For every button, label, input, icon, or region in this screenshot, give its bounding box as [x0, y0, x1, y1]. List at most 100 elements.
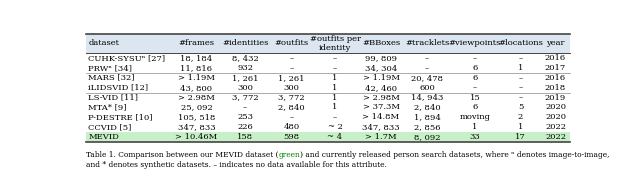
- Text: MARS [32]: MARS [32]: [88, 74, 135, 82]
- Text: 18, 184: 18, 184: [180, 54, 212, 62]
- Text: –: –: [473, 84, 477, 92]
- Text: –: –: [333, 64, 337, 72]
- Text: > 2.98M: > 2.98M: [178, 94, 215, 102]
- Text: 480: 480: [284, 123, 300, 131]
- Text: 1, 894: 1, 894: [413, 113, 440, 121]
- Text: –: –: [243, 103, 247, 111]
- Text: –: –: [518, 84, 523, 92]
- Text: 33: 33: [470, 133, 481, 141]
- Text: > 1.7M: > 1.7M: [365, 133, 397, 141]
- Text: 14, 943: 14, 943: [411, 94, 444, 102]
- Text: 34, 304: 34, 304: [365, 64, 397, 72]
- Text: MEVID: MEVID: [88, 133, 119, 141]
- Text: 6: 6: [472, 103, 477, 111]
- Text: MTA* [9]: MTA* [9]: [88, 103, 127, 111]
- Bar: [86, 132, 570, 142]
- Text: 20, 478: 20, 478: [411, 74, 443, 82]
- Text: CCVID [5]: CCVID [5]: [88, 123, 132, 131]
- Text: > 10.46M: > 10.46M: [175, 133, 218, 141]
- Text: dataset: dataset: [88, 39, 120, 47]
- Text: #tracklets: #tracklets: [405, 39, 449, 47]
- Text: PRWⁿ [34]: PRWⁿ [34]: [88, 64, 132, 72]
- Text: 2022: 2022: [545, 123, 566, 131]
- Text: 3, 772: 3, 772: [278, 94, 305, 102]
- Text: –: –: [333, 113, 337, 121]
- Text: > 14.8M: > 14.8M: [362, 113, 399, 121]
- Text: > 1.19M: > 1.19M: [178, 74, 215, 82]
- Text: 300: 300: [284, 84, 300, 92]
- Text: 226: 226: [237, 123, 253, 131]
- Text: 1: 1: [518, 123, 524, 131]
- Text: 2, 856: 2, 856: [414, 123, 440, 131]
- Text: –: –: [473, 54, 477, 62]
- Text: 25, 092: 25, 092: [180, 103, 212, 111]
- Text: LS-VID [11]: LS-VID [11]: [88, 94, 138, 102]
- Text: –: –: [518, 74, 523, 82]
- Text: P-DESTRE [10]: P-DESTRE [10]: [88, 113, 153, 121]
- Text: 8, 432: 8, 432: [232, 54, 259, 62]
- Text: 6: 6: [472, 64, 477, 72]
- Text: 11, 816: 11, 816: [180, 64, 212, 72]
- Text: 932: 932: [237, 64, 253, 72]
- Text: 1: 1: [332, 74, 338, 82]
- Text: 1: 1: [332, 84, 338, 92]
- Text: 2016: 2016: [545, 74, 566, 82]
- Text: 8, 092: 8, 092: [414, 133, 440, 141]
- Text: 99, 809: 99, 809: [365, 54, 397, 62]
- Text: year: year: [547, 39, 564, 47]
- Text: –: –: [425, 54, 429, 62]
- Text: 1: 1: [472, 123, 477, 131]
- Text: 2020: 2020: [545, 103, 566, 111]
- Text: 2017: 2017: [545, 64, 566, 72]
- Text: 347, 833: 347, 833: [178, 123, 215, 131]
- Text: #outfits per
identity: #outfits per identity: [310, 35, 360, 52]
- Text: 158: 158: [237, 133, 253, 141]
- Text: 1, 261: 1, 261: [232, 74, 259, 82]
- Text: and * denotes synthetic datasets. – indicates no data available for this attribu: and * denotes synthetic datasets. – indi…: [86, 161, 387, 169]
- Text: 598: 598: [284, 133, 300, 141]
- Text: > 37.3M: > 37.3M: [362, 103, 399, 111]
- Text: #locations: #locations: [498, 39, 543, 47]
- Text: CUHK-SYSUⁿ [27]: CUHK-SYSUⁿ [27]: [88, 54, 166, 62]
- Text: > 1.19M: > 1.19M: [362, 74, 399, 82]
- Text: green: green: [278, 151, 300, 159]
- Text: 2: 2: [518, 113, 523, 121]
- Text: –: –: [289, 113, 294, 121]
- Text: 347, 833: 347, 833: [362, 123, 400, 131]
- Text: 2018: 2018: [545, 84, 566, 92]
- Text: 1: 1: [518, 64, 524, 72]
- Text: –: –: [518, 54, 523, 62]
- Text: 15: 15: [470, 94, 481, 102]
- Text: 6: 6: [472, 74, 477, 82]
- Text: 42, 460: 42, 460: [365, 84, 397, 92]
- Text: 1, 261: 1, 261: [278, 74, 305, 82]
- Text: 2016: 2016: [545, 54, 566, 62]
- Text: 2, 840: 2, 840: [413, 103, 440, 111]
- Text: 2020: 2020: [545, 113, 566, 121]
- Text: –: –: [289, 54, 294, 62]
- Text: ~ 4: ~ 4: [328, 133, 342, 141]
- Text: #identities: #identities: [222, 39, 268, 47]
- Text: #BBoxes: #BBoxes: [362, 39, 400, 47]
- Text: 300: 300: [237, 84, 253, 92]
- Text: Table 1. Comparison between our MEVID dataset (: Table 1. Comparison between our MEVID da…: [86, 151, 278, 159]
- Text: –: –: [289, 64, 294, 72]
- Text: moving: moving: [460, 113, 490, 121]
- Text: 1: 1: [332, 103, 338, 111]
- Text: 3, 772: 3, 772: [232, 94, 259, 102]
- Text: #frames: #frames: [179, 39, 214, 47]
- Text: 105, 518: 105, 518: [178, 113, 215, 121]
- Text: 5: 5: [518, 103, 524, 111]
- Text: 253: 253: [237, 113, 253, 121]
- Text: –: –: [518, 94, 523, 102]
- Text: 17: 17: [515, 133, 526, 141]
- Text: ~ 2: ~ 2: [328, 123, 342, 131]
- Text: 2019: 2019: [545, 94, 566, 102]
- Text: 2, 840: 2, 840: [278, 103, 305, 111]
- Text: > 2.98M: > 2.98M: [363, 94, 399, 102]
- Text: #viewpoints: #viewpoints: [449, 39, 501, 47]
- Text: ) and currently released person search datasets, where ⁿ denotes image-to-image,: ) and currently released person search d…: [300, 151, 610, 159]
- Text: 2022: 2022: [545, 133, 566, 141]
- Bar: [86, 34, 570, 53]
- Text: 1: 1: [332, 94, 338, 102]
